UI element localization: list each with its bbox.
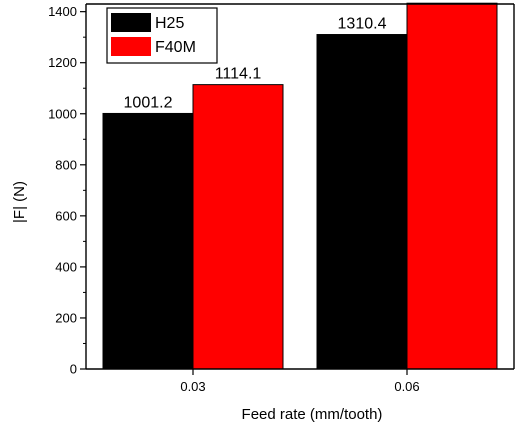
bar-f40m-0.06 [406,2,498,370]
data-label-f40m-0.06: 1433.1 [428,0,477,1]
y-tick-label-400: 400 [55,259,77,274]
legend-label-f40m: F40M [155,39,196,56]
bar-h25-0.03 [102,112,194,370]
data-label-h25-0.06: 1310.4 [338,16,387,33]
legend-swatch-h25 [111,13,151,32]
data-label-h25-0.03: 1001.2 [124,94,173,111]
x-tick-label-0.03: 0.03 [180,379,205,394]
plot-area: 1001.2 1114.1 0.03 1310.4 1433.1 0.06 0 200 400 6… [48,0,515,394]
x-axis-title: Feed rate (mm/tooth) [242,406,383,423]
y-tick-label-200: 200 [55,310,77,325]
y-tick-label-0: 0 [70,362,77,377]
bar-h25-0.06 [316,34,408,370]
y-tick-label-1400: 1400 [48,4,77,19]
legend: H25 F40M [106,7,218,64]
y-tick-label-1000: 1000 [48,106,77,121]
y-tick-label-600: 600 [55,208,77,223]
y-tick-label-1200: 1200 [48,55,77,70]
bar-f40m-0.03 [192,84,284,370]
legend-swatch-f40m [111,37,151,56]
data-label-f40m-0.03: 1114.1 [215,66,262,83]
y-axis-title: |F| (N) [11,181,28,223]
y-tick-label-800: 800 [55,157,77,172]
legend-label-h25: H25 [155,15,184,32]
x-tick-label-0.06: 0.06 [394,379,419,394]
